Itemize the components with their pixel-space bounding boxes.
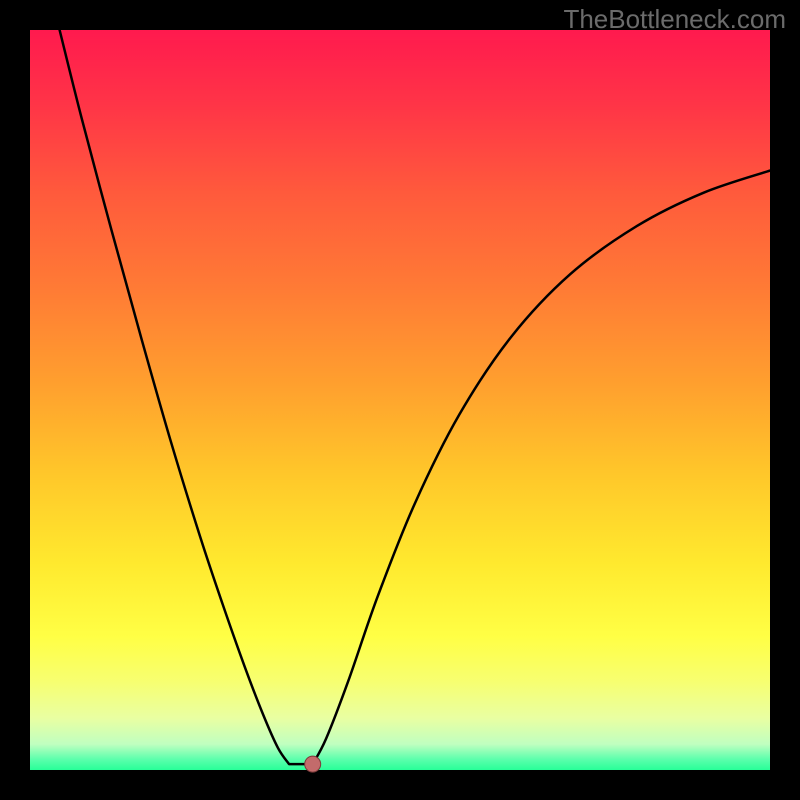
chart-container: { "meta": { "watermark_text": "TheBottle… bbox=[0, 0, 800, 800]
optimal-point-marker bbox=[305, 756, 321, 772]
plot-background bbox=[30, 30, 770, 770]
bottleneck-chart bbox=[0, 0, 800, 800]
